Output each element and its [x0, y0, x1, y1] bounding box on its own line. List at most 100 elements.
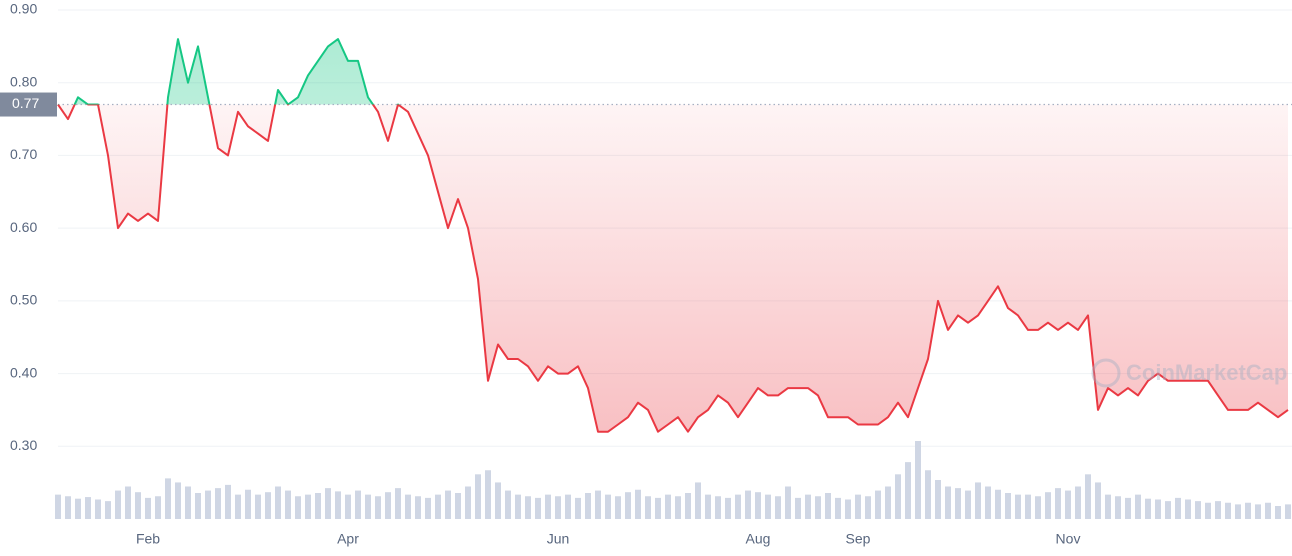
volume-bar: [935, 480, 941, 519]
volume-bar: [1245, 502, 1251, 519]
volume-bar: [245, 489, 251, 519]
volume-bar: [395, 488, 401, 519]
volume-bar: [285, 490, 291, 519]
volume-bar: [465, 486, 471, 519]
volume-bar: [565, 494, 571, 519]
volume-bar: [95, 499, 101, 519]
volume-bar: [145, 497, 151, 519]
volume-bar: [105, 501, 111, 519]
y-tick-label: 0.50: [10, 292, 37, 308]
volume-bar: [605, 494, 611, 519]
volume-bar: [895, 474, 901, 519]
volume-bar: [135, 492, 141, 519]
volume-bar: [765, 494, 771, 519]
volume-bar: [475, 474, 481, 519]
volume-bar: [445, 490, 451, 519]
volume-bar: [1155, 499, 1161, 519]
reference-label-box: [0, 92, 57, 117]
volume-bar: [545, 494, 551, 519]
volume-bar: [1185, 499, 1191, 519]
x-tick-label: Nov: [1056, 531, 1081, 547]
volume-bar: [915, 441, 921, 519]
volume-bar: [655, 497, 661, 519]
x-tick-label: Sep: [846, 531, 871, 547]
volume-bar: [775, 496, 781, 519]
volume-bar: [455, 493, 461, 519]
volume-bar: [365, 494, 371, 519]
volume-bar: [665, 494, 671, 519]
volume-bar: [495, 482, 501, 519]
volume-bar: [1175, 497, 1181, 519]
volume-bar: [905, 462, 911, 519]
volume-bar: [205, 490, 211, 519]
volume-bar: [315, 493, 321, 519]
volume-bar: [235, 494, 241, 519]
volume-bar: [1065, 490, 1071, 519]
volume-bar: [1025, 494, 1031, 519]
volume-bar: [1045, 492, 1051, 519]
volume-bar: [1145, 498, 1151, 519]
volume-bar: [695, 482, 701, 519]
volume-bar: [945, 486, 951, 519]
y-tick-label: 0.70: [10, 146, 37, 162]
volume-bar: [165, 478, 171, 519]
volume-bar: [825, 493, 831, 519]
y-tick-label: 0.60: [10, 219, 37, 235]
volume-bar: [175, 482, 181, 519]
volume-bar: [1005, 493, 1011, 519]
volume-bar: [875, 490, 881, 519]
watermark-logo: [1091, 358, 1121, 388]
volume-bar: [1125, 497, 1131, 519]
volume-bar: [265, 492, 271, 519]
volume-bar: [1095, 482, 1101, 519]
volume-bar: [1105, 494, 1111, 519]
volume-bar: [885, 486, 891, 519]
volume-bar: [345, 494, 351, 519]
volume-bar: [1225, 502, 1231, 519]
volume-bar: [305, 494, 311, 519]
volume-bar: [185, 486, 191, 519]
volume-bar: [735, 494, 741, 519]
volume-bars: [55, 441, 1291, 519]
volume-bar: [785, 486, 791, 519]
volume-bar: [255, 494, 261, 519]
areas: [58, 39, 1288, 432]
volume-bar: [995, 489, 1001, 519]
volume-bar: [505, 490, 511, 519]
volume-bar: [405, 494, 411, 519]
volume-bar: [85, 497, 91, 519]
volume-bar: [1135, 494, 1141, 519]
volume-bar: [325, 488, 331, 519]
volume-bar: [925, 470, 931, 519]
volume-bar: [1035, 496, 1041, 519]
volume-bar: [535, 497, 541, 519]
volume-bar: [585, 493, 591, 519]
volume-bar: [715, 496, 721, 519]
volume-bar: [645, 496, 651, 519]
volume-bar: [425, 497, 431, 519]
y-tick-label: 0.30: [10, 437, 37, 453]
volume-bar: [55, 494, 61, 519]
lines: [57, 38, 1292, 433]
volume-bar: [1205, 502, 1211, 519]
volume-bar: [795, 497, 801, 519]
volume-bar: [1265, 502, 1271, 519]
volume-bar: [125, 486, 131, 519]
volume-bar: [65, 496, 71, 519]
x-tick-label: Jun: [547, 531, 570, 547]
volume-bar: [195, 493, 201, 519]
labels: 0.30 0.40 0.50 0.60 0.70 0.80 0.90 Feb Apr Jun Aug…: [0, 1, 1287, 547]
volume-bar: [155, 496, 161, 519]
volume-bar: [755, 492, 761, 519]
volume-bar: [855, 494, 861, 519]
volume-bar: [975, 482, 981, 519]
volume-bar: [1215, 501, 1221, 519]
volume-bar: [805, 494, 811, 519]
y-tick-label: 0.40: [10, 364, 37, 380]
volume-bar: [1285, 504, 1291, 519]
x-tick-label: Feb: [136, 531, 160, 547]
volume-bar: [985, 486, 991, 519]
area-down: [58, 104, 1288, 432]
volume-bar: [515, 494, 521, 519]
